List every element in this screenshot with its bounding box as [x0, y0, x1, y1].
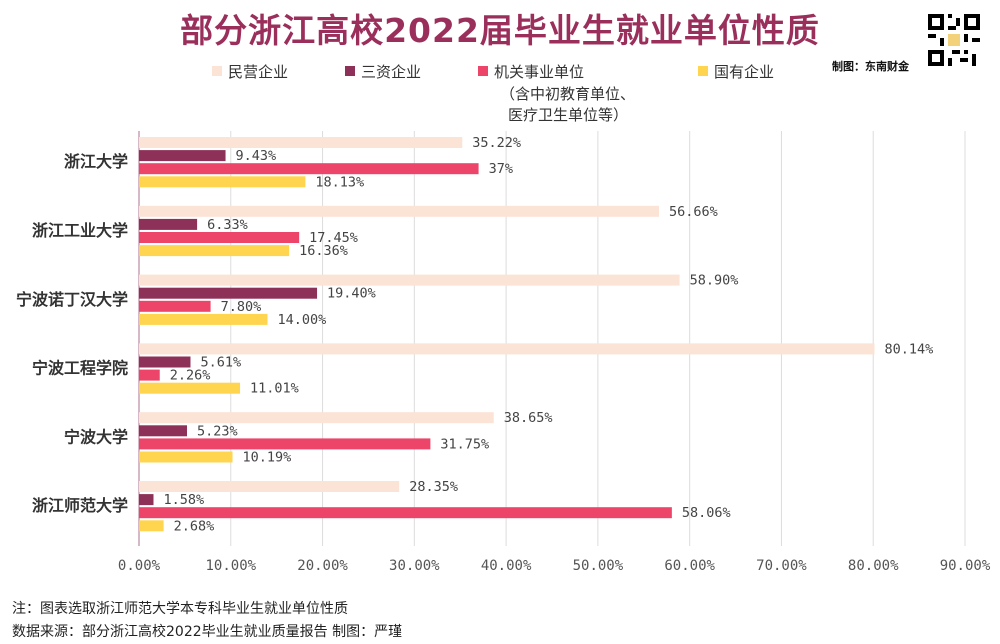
x-tick-label: 30.00% [389, 558, 440, 574]
data-label: 31.75% [440, 436, 489, 452]
category-label: 浙江师范大学 [32, 496, 128, 515]
data-label: 2.68% [174, 518, 215, 534]
data-label: 16.36% [299, 243, 348, 259]
x-tick-label: 90.00% [940, 558, 991, 574]
data-label: 58.06% [682, 505, 731, 521]
bar [139, 313, 268, 325]
data-label: 80.14% [885, 341, 934, 357]
bar [139, 451, 233, 463]
legend-label: 国有企业 [714, 63, 775, 81]
legend-label: 三资企业 [361, 63, 422, 81]
bar [139, 176, 306, 188]
bar [139, 150, 226, 162]
bar [139, 300, 211, 312]
bar [139, 205, 660, 217]
data-label: 18.13% [315, 174, 364, 190]
bar [139, 163, 479, 175]
data-label: 9.43% [236, 148, 277, 164]
legend-swatch [698, 66, 708, 76]
chart-credit: 制图：东南财金 [832, 60, 909, 73]
category-label: 浙江工业大学 [32, 221, 128, 240]
bar [139, 287, 318, 299]
x-tick-label: 40.00% [481, 558, 532, 574]
bar [139, 438, 431, 450]
bar [139, 369, 160, 381]
bar [139, 425, 187, 437]
bar [139, 507, 672, 519]
legend-item-state-owned: 国有企业 [698, 62, 774, 82]
bar [139, 520, 164, 532]
legend-note-line2: 医疗卫生单位等） [508, 106, 629, 124]
bar [139, 356, 191, 368]
legend-label: 机关事业单位 [494, 63, 585, 81]
bar [139, 245, 290, 257]
legend-item-foreign: 三资企业 [345, 62, 421, 82]
bar [139, 232, 300, 243]
legend-swatch [478, 66, 488, 76]
legend-item-public-institution: 机关事业单位 [478, 62, 584, 82]
data-label: 5.61% [200, 355, 241, 371]
data-label: 7.80% [221, 299, 262, 315]
bar [139, 218, 198, 230]
data-label: 28.35% [409, 479, 458, 495]
data-label: 2.26% [170, 368, 211, 384]
data-label: 37% [489, 161, 513, 177]
legend-label: 民营企业 [228, 63, 289, 81]
x-tick-label: 0.00% [118, 558, 161, 574]
data-label: 56.66% [669, 204, 718, 220]
footnote-source: 数据来源：部分浙江高校2022毕业生就业质量报告 制图：严瑾 [12, 624, 403, 640]
legend-note-line1: （含中初教育单位、 [500, 85, 636, 103]
data-label: 14.00% [277, 312, 326, 328]
x-tick-label: 80.00% [848, 558, 899, 574]
bar [139, 481, 400, 492]
footnote-note: 注：图表选取浙江师范大学本专科毕业生就业单位性质 [12, 601, 348, 617]
data-label: 6.33% [207, 217, 248, 233]
data-label: 35.22% [472, 135, 521, 151]
bar [139, 343, 875, 355]
data-label: 1.58% [164, 492, 205, 508]
bar [139, 412, 494, 424]
bar [139, 382, 241, 394]
data-label: 19.40% [327, 286, 376, 302]
bar [139, 274, 680, 286]
legend-item-private: 民营企业 [212, 62, 288, 82]
data-label: 5.23% [197, 423, 238, 439]
legend-swatch [212, 66, 222, 76]
category-label: 浙江大学 [64, 152, 128, 171]
category-label: 宁波工程学院 [32, 359, 128, 378]
x-tick-label: 20.00% [297, 558, 348, 574]
data-label: 58.90% [690, 273, 739, 289]
bar [139, 494, 154, 506]
x-tick-label: 60.00% [664, 558, 715, 574]
legend-swatch [345, 66, 355, 76]
chart-title: 部分浙江高校2022届毕业生就业单位性质 [180, 11, 820, 50]
data-label: 10.19% [243, 450, 292, 466]
category-label: 宁波大学 [64, 427, 128, 446]
data-label: 38.65% [504, 410, 553, 426]
category-label: 宁波诺丁汉大学 [16, 290, 128, 309]
data-label: 17.45% [309, 230, 358, 246]
qr-code-icon [928, 14, 980, 66]
data-label: 11.01% [250, 381, 299, 397]
x-tick-label: 70.00% [756, 558, 807, 574]
x-tick-label: 10.00% [205, 558, 256, 574]
bar [139, 137, 463, 148]
x-tick-label: 50.00% [573, 558, 624, 574]
